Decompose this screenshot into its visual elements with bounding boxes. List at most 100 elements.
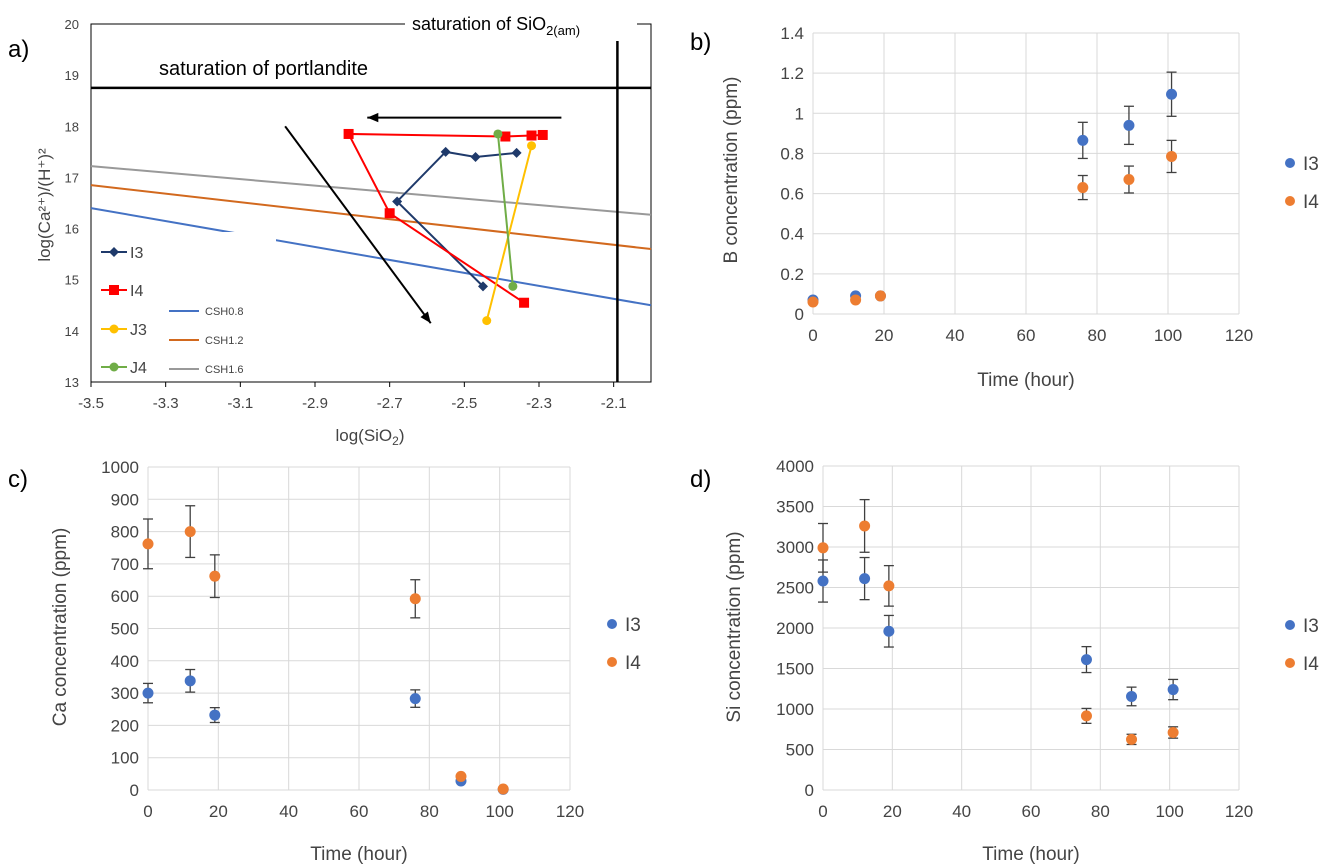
csh-line-CSH0-8 xyxy=(90,207,652,307)
c-y-tick-label: 0 xyxy=(130,781,139,800)
data-point-I4 xyxy=(519,297,530,308)
panel-c-x-axis-title: Time (hour) xyxy=(310,844,407,864)
trend-arrow-2 xyxy=(284,125,432,324)
panel-c-grid: 0 100 200 300 400 500 600 700 800 900 1000 0 20 40 60 8… xyxy=(101,458,584,821)
panel-b-x-axis-title: Time (hour) xyxy=(977,370,1074,391)
legend-label-J3: J3 xyxy=(130,322,147,339)
data-point-I3 xyxy=(478,281,488,292)
panel-d-letter: d) xyxy=(690,466,711,493)
panel-d-x-axis-title: Time (hour) xyxy=(982,844,1079,864)
panel-c-legend: I3 I4 xyxy=(607,615,641,674)
panel-d-y-axis-title: Si concentration (ppm) xyxy=(724,531,745,722)
d-data-point-I4 xyxy=(1080,710,1092,722)
d-data-point-I4 xyxy=(883,580,895,592)
legend-marker-J3 xyxy=(109,324,119,334)
b-data-point-I4 xyxy=(1077,182,1089,194)
c-x-tick-label: 120 xyxy=(556,802,584,821)
panel-a-series xyxy=(343,128,548,326)
d-y-tick-label: 3000 xyxy=(776,538,814,557)
c-x-tick-label: 60 xyxy=(350,802,369,821)
legend-label-I4: I4 xyxy=(130,283,143,300)
panel-b-series xyxy=(807,71,1178,308)
d-x-tick-label: 60 xyxy=(1022,802,1041,821)
trend-arrow-head-2 xyxy=(420,311,431,324)
d-legend-label-I3: I3 xyxy=(1303,616,1319,637)
c-y-tick-label: 300 xyxy=(111,684,139,703)
panel-d: d) 0 500 1000 1500 2000 2500 3000 3500 4000 0 20 40… xyxy=(690,457,1319,864)
panel-b-y-axis-title: B concentration (ppm) xyxy=(721,77,742,264)
data-point-I3 xyxy=(440,146,451,157)
panel-b: b) 0 0.2 0.4 0.6 0.8 1 1.2 1.4 0 20 40 60 80 100 120 I… xyxy=(690,24,1319,391)
d-y-tick-label: 3500 xyxy=(776,498,814,517)
panel-a-legend-box xyxy=(95,232,276,380)
d-data-point-I4 xyxy=(859,520,871,532)
b-y-tick-label: 0.4 xyxy=(780,225,804,244)
csh-line-CSH1-2 xyxy=(90,184,652,251)
c-data-point-I3 xyxy=(409,693,421,705)
d-x-tick-label: 20 xyxy=(883,802,902,821)
b-y-tick-label: 1 xyxy=(795,104,804,123)
b-y-tick-label: 1.2 xyxy=(780,64,804,83)
c-data-point-I4 xyxy=(455,770,467,782)
b-legend-label-I3: I3 xyxy=(1303,154,1319,175)
legend-label-CSH1-2: CSH1.2 xyxy=(205,335,244,347)
d-data-point-I3 xyxy=(1126,690,1138,702)
b-data-point-I4 xyxy=(807,296,819,308)
data-point-I4 xyxy=(537,129,548,140)
b-x-tick-label: 40 xyxy=(946,326,965,345)
b-data-point-I3 xyxy=(1166,88,1178,100)
data-point-I4 xyxy=(526,130,537,141)
c-data-point-I4 xyxy=(497,783,509,795)
panel-c: c) 0 100 200 300 400 500 600 700 800 900 1000 0 20 40… xyxy=(8,458,641,864)
b-legend-label-I4: I4 xyxy=(1303,192,1319,213)
c-data-point-I3 xyxy=(209,709,221,721)
panel-a-y-tick-label: 19 xyxy=(65,68,79,83)
c-y-tick-label: 100 xyxy=(111,749,139,768)
panel-d-series xyxy=(817,498,1179,746)
panel-a-y-tick-label: 15 xyxy=(65,273,79,288)
panel-a-x-axis-title: log(SiO2) xyxy=(335,426,404,448)
data-point-I4 xyxy=(343,128,354,139)
series-line-J4 xyxy=(496,133,514,287)
legend-marker-I4 xyxy=(109,285,119,295)
c-y-tick-label: 500 xyxy=(111,620,139,639)
legend-label-I3: I3 xyxy=(130,245,143,262)
d-data-point-I4 xyxy=(1167,726,1179,738)
panel-d-grid: 0 500 1000 1500 2000 2500 3000 3500 4000 0 20 40 60 8… xyxy=(776,457,1253,821)
b-x-tick-label: 80 xyxy=(1088,326,1107,345)
c-data-point-I4 xyxy=(184,526,196,538)
panel-b-legend: I3 I4 xyxy=(1285,154,1319,213)
panel-a-x-tick-label: -2.5 xyxy=(451,395,477,412)
data-point-J3 xyxy=(527,141,537,151)
d-x-tick-label: 0 xyxy=(818,802,827,821)
d-x-tick-label: 100 xyxy=(1155,802,1183,821)
panel-a-csh-lines xyxy=(90,165,652,307)
silica-label-bg xyxy=(405,5,637,41)
panel-a-arrows xyxy=(284,112,562,324)
data-point-I3 xyxy=(392,196,403,207)
c-data-point-I4 xyxy=(142,538,154,550)
d-x-tick-label: 120 xyxy=(1225,802,1253,821)
panel-a-y-tick-label: 16 xyxy=(65,222,79,237)
d-legend-marker-I3 xyxy=(1285,620,1295,630)
panel-c-series xyxy=(142,505,509,795)
data-point-I3 xyxy=(470,151,481,162)
panel-a-y-tick-label: 20 xyxy=(65,17,79,32)
data-point-I4 xyxy=(500,131,511,142)
panel-a-letter: a) xyxy=(8,36,29,63)
d-data-point-I3 xyxy=(859,573,871,585)
c-y-tick-label: 600 xyxy=(111,587,139,606)
d-data-point-I3 xyxy=(883,625,895,637)
b-data-point-I3 xyxy=(1077,134,1089,146)
b-y-tick-label: 0.6 xyxy=(780,185,804,204)
c-y-tick-label: 900 xyxy=(111,490,139,509)
b-legend-marker-I4 xyxy=(1285,196,1295,206)
d-y-tick-label: 0 xyxy=(805,781,814,800)
panel-a-y-tick-label: 13 xyxy=(65,375,79,390)
d-y-tick-label: 500 xyxy=(786,741,814,760)
b-x-tick-label: 120 xyxy=(1225,326,1253,345)
b-data-point-I3 xyxy=(1123,119,1135,131)
panel-a: a) -3.5 -3.3 -3.1 -2.9 -2.7 -2.5 -2.3 -2.1 13 14 1… xyxy=(8,5,652,448)
panel-a-y-tick-label: 17 xyxy=(65,170,79,185)
